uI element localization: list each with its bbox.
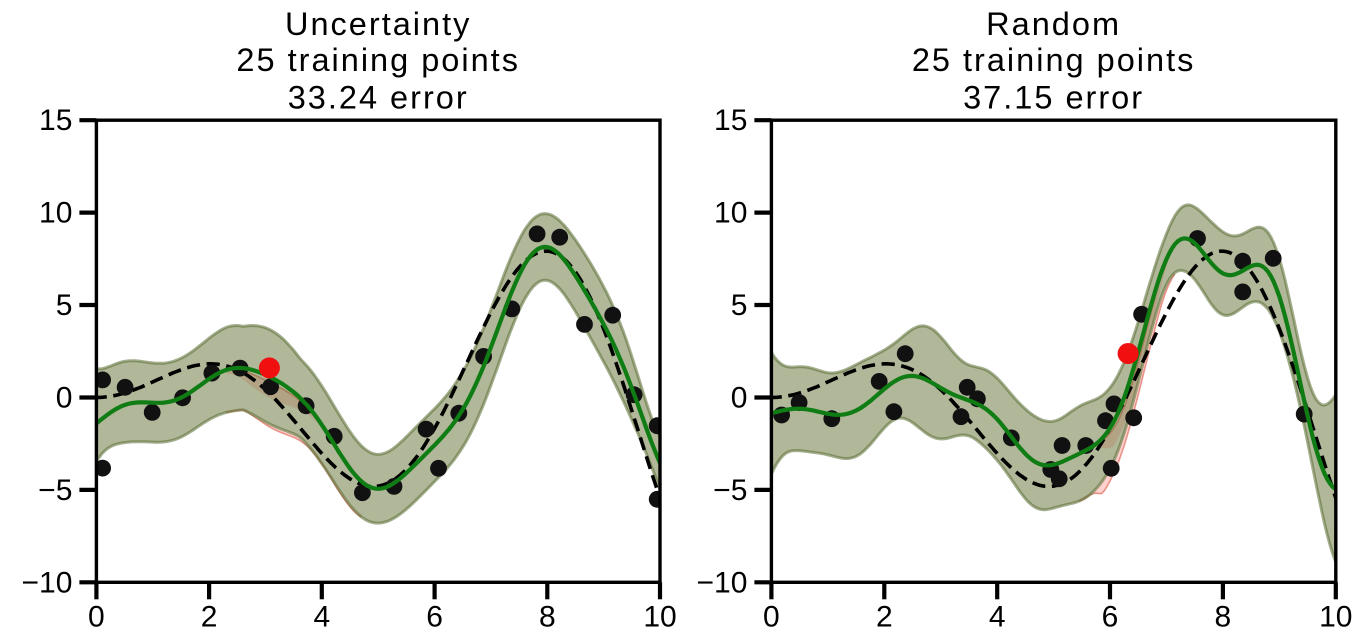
svg-text:−5: −5 xyxy=(38,474,72,507)
svg-text:−10: −10 xyxy=(22,566,73,599)
svg-text:4: 4 xyxy=(989,600,1006,633)
svg-text:10: 10 xyxy=(39,197,72,230)
svg-text:6: 6 xyxy=(1102,600,1119,633)
svg-text:6: 6 xyxy=(426,600,443,633)
svg-text:10: 10 xyxy=(643,600,676,633)
svg-text:10: 10 xyxy=(714,197,747,230)
svg-text:25 training points: 25 training points xyxy=(236,42,520,78)
svg-text:5: 5 xyxy=(56,289,73,322)
svg-text:0: 0 xyxy=(88,600,105,633)
svg-text:2: 2 xyxy=(201,600,218,633)
svg-text:4: 4 xyxy=(313,600,330,633)
svg-text:Uncertainty: Uncertainty xyxy=(285,6,471,42)
svg-text:33.24 error: 33.24 error xyxy=(288,80,469,116)
svg-text:37.15 error: 37.15 error xyxy=(963,80,1144,116)
svg-text:−5: −5 xyxy=(713,474,747,507)
svg-text:10: 10 xyxy=(1319,600,1352,633)
svg-text:−10: −10 xyxy=(697,566,748,599)
svg-text:8: 8 xyxy=(539,600,556,633)
svg-text:25 training points: 25 training points xyxy=(912,42,1196,78)
svg-text:0: 0 xyxy=(731,382,748,415)
svg-text:15: 15 xyxy=(714,104,747,137)
svg-text:15: 15 xyxy=(39,104,72,137)
svg-text:5: 5 xyxy=(731,289,748,322)
svg-text:8: 8 xyxy=(1215,600,1232,633)
svg-text:Random: Random xyxy=(986,6,1121,42)
svg-text:2: 2 xyxy=(876,600,893,633)
svg-text:0: 0 xyxy=(763,600,780,633)
svg-text:0: 0 xyxy=(56,382,73,415)
